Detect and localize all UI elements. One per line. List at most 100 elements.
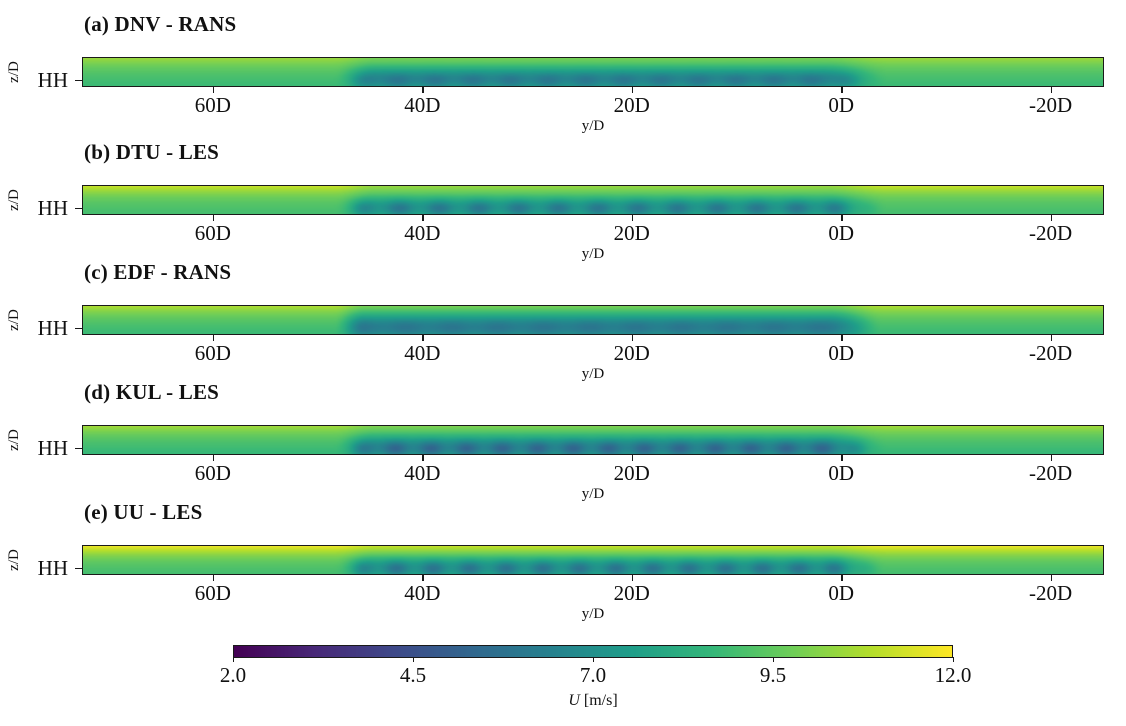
x-tick-label: 60D	[194, 93, 231, 117]
x-tick-label: 20D	[613, 93, 650, 117]
panel-title: (a) DNV - RANS	[84, 12, 237, 36]
x-tick-mark	[422, 335, 424, 341]
x-tick-label: 0D	[828, 93, 854, 117]
y-tick-hub-height: HH	[37, 196, 68, 220]
x-tick-mark	[422, 215, 424, 221]
colorbar-tick-mark	[413, 657, 415, 662]
y-tick-hub-height: HH	[37, 68, 68, 92]
panel-e-uu-les: (e) UU - LES z/D HH y/D 60D 40D 20D 0D -20D	[0, 500, 1126, 628]
x-tick-mark	[1050, 215, 1052, 221]
x-tick-mark	[631, 335, 634, 341]
x-tick-label: -20D	[1029, 581, 1073, 605]
x-tick-label: 60D	[194, 581, 231, 605]
x-axis-label: y/D	[581, 486, 605, 502]
heatmap-strip	[82, 305, 1104, 335]
y-tick-mark	[75, 328, 82, 330]
x-tick-label: 40D	[404, 581, 441, 605]
x-tick-label: 20D	[613, 341, 650, 365]
colorbar-label: U [m/s]	[568, 692, 617, 710]
x-tick-label: 40D	[404, 221, 441, 245]
x-tick-mark	[631, 215, 634, 221]
y-axis-label: z/D	[5, 309, 22, 331]
colorbar-unit: [m/s]	[579, 692, 618, 709]
x-tick-mark	[422, 575, 424, 581]
y-tick-mark	[75, 80, 82, 82]
panel-title: (d) KUL - LES	[84, 380, 220, 404]
y-tick-mark	[75, 448, 82, 450]
y-tick-mark	[75, 568, 82, 570]
x-tick-label: 60D	[194, 221, 231, 245]
colorbar-tick-label: 12.0	[934, 663, 972, 687]
y-axis-label: z/D	[5, 61, 22, 83]
panel-b-dtu-les: (b) DTU - LES z/D HH y/D 60D 40D 20D 0D -20D	[0, 140, 1126, 268]
x-tick-mark	[631, 455, 634, 461]
x-tick-mark	[212, 87, 215, 93]
y-axis-label: z/D	[5, 549, 22, 571]
panel-a-dnv-rans: (a) DNV - RANS z/D HH y/D 60D 40D 20D 0D -20…	[0, 12, 1126, 140]
x-tick-label: 40D	[404, 461, 441, 485]
x-tick-label: 20D	[613, 461, 650, 485]
heatmap-canvas	[83, 186, 1103, 214]
x-tick-label: 0D	[828, 581, 854, 605]
x-tick-mark	[212, 335, 215, 341]
heatmap-canvas	[83, 58, 1103, 86]
x-tick-mark	[422, 87, 424, 93]
colorbar-tick-mark	[233, 657, 235, 662]
heatmap-strip	[82, 185, 1104, 215]
y-tick-hub-height: HH	[37, 556, 68, 580]
heatmap-strip	[82, 425, 1104, 455]
x-tick-label: 60D	[194, 461, 231, 485]
y-tick-mark	[75, 208, 82, 210]
panel-title: (e) UU - LES	[84, 500, 203, 524]
heatmap-strip	[82, 57, 1104, 87]
heatmap-strip	[82, 545, 1104, 575]
colorbar-symbol: U	[568, 692, 580, 709]
heatmap-canvas	[83, 546, 1103, 574]
x-tick-label: -20D	[1029, 461, 1073, 485]
x-tick-label: -20D	[1029, 221, 1073, 245]
heatmap-canvas	[83, 426, 1103, 454]
y-tick-hub-height: HH	[37, 316, 68, 340]
colorbar-tick-mark	[593, 657, 595, 662]
x-axis-label: y/D	[581, 118, 605, 134]
x-tick-mark	[841, 335, 843, 341]
colorbar-tick-mark	[773, 657, 775, 662]
panel-c-edf-rans: (c) EDF - RANS z/D HH y/D 60D 40D 20D 0D -20…	[0, 260, 1126, 388]
x-axis-label: y/D	[581, 606, 605, 622]
colorbar-tick-label: 4.5	[399, 663, 427, 687]
x-tick-mark	[212, 455, 215, 461]
x-tick-mark	[1050, 575, 1052, 581]
colorbar-tick-mark	[953, 657, 955, 662]
y-axis-label: z/D	[5, 189, 22, 211]
x-tick-mark	[631, 575, 634, 581]
x-tick-mark	[212, 575, 215, 581]
y-axis-label: z/D	[5, 429, 22, 451]
x-tick-mark	[841, 87, 843, 93]
x-tick-label: 20D	[613, 581, 650, 605]
x-tick-label: 20D	[613, 221, 650, 245]
colorbar-tick-label: 2.0	[219, 663, 247, 687]
x-tick-label: 0D	[828, 221, 854, 245]
x-tick-label: 0D	[828, 461, 854, 485]
x-tick-label: 40D	[404, 93, 441, 117]
x-tick-mark	[1050, 335, 1052, 341]
y-tick-hub-height: HH	[37, 436, 68, 460]
colorbar-tick-label: 7.0	[579, 663, 607, 687]
x-tick-mark	[841, 455, 843, 461]
panel-d-kul-les: (d) KUL - LES z/D HH y/D 60D 40D 20D 0D -20D	[0, 380, 1126, 508]
x-tick-mark	[1050, 87, 1052, 93]
heatmap-canvas	[83, 306, 1103, 334]
x-tick-mark	[422, 455, 424, 461]
colorbar	[233, 645, 953, 658]
x-axis-label: y/D	[581, 366, 605, 382]
x-tick-label: 60D	[194, 341, 231, 365]
x-tick-mark	[631, 87, 634, 93]
x-tick-label: 40D	[404, 341, 441, 365]
x-tick-mark	[212, 215, 215, 221]
x-tick-label: -20D	[1029, 341, 1073, 365]
panel-title: (c) EDF - RANS	[84, 260, 232, 284]
x-tick-mark	[1050, 455, 1052, 461]
x-tick-mark	[841, 575, 843, 581]
x-axis-label: y/D	[581, 246, 605, 262]
